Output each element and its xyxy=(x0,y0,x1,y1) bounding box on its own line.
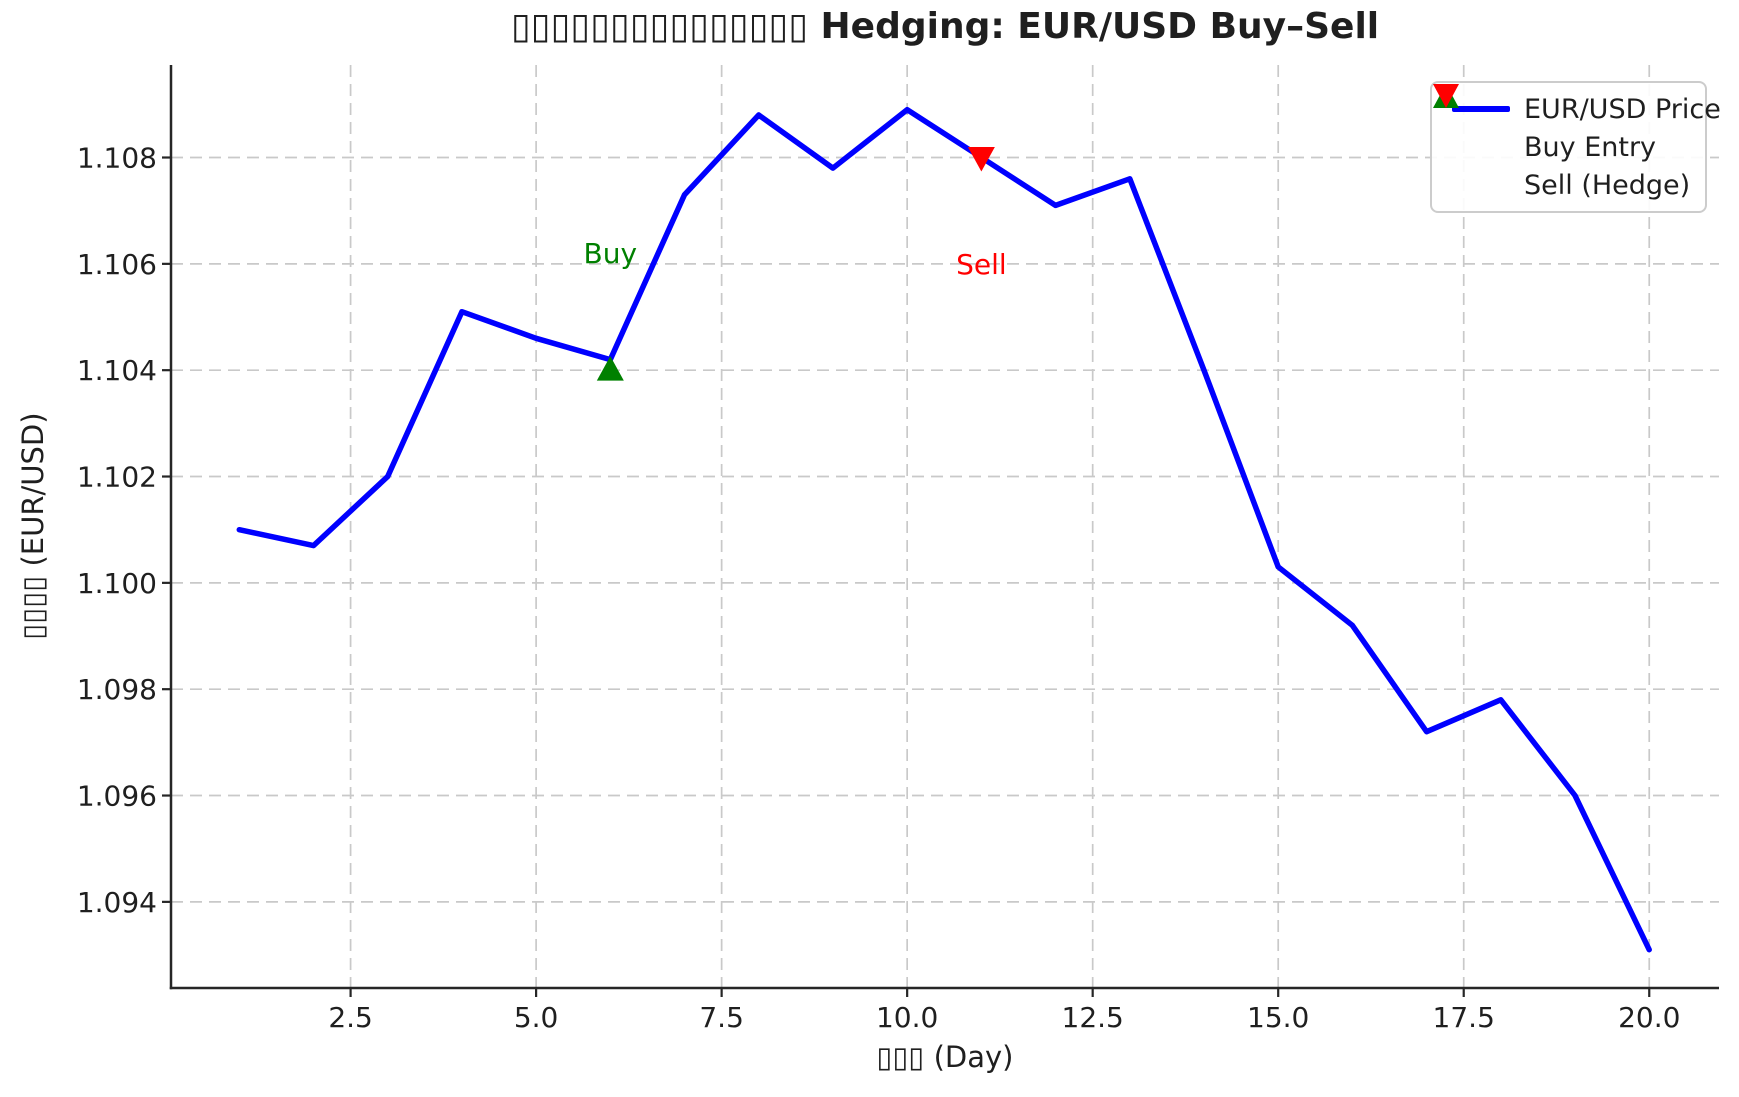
price-line-swatch xyxy=(1448,106,1514,112)
y-tick-label: 1.096 xyxy=(77,780,157,813)
legend-item-price: EUR/USD Price xyxy=(1448,91,1721,127)
chart-title: ▯▯▯▯▯▯▯▯▯▯▯▯▯▯▯ Hedging: EUR/USD Buy–Sel… xyxy=(510,6,1380,47)
legend-label-price: EUR/USD Price xyxy=(1524,93,1721,125)
legend-label-sell: Sell (Hedge) xyxy=(1524,169,1691,201)
x-tick-label: 17.5 xyxy=(1433,1001,1495,1034)
legend-item-sell: Sell (Hedge) xyxy=(1433,84,1691,203)
x-tick-label: 7.5 xyxy=(699,1001,744,1034)
x-tick-label: 15.0 xyxy=(1247,1001,1309,1034)
y-tick-label: 1.100 xyxy=(77,567,157,600)
sell-marker xyxy=(967,147,995,172)
y-tick-label: 1.108 xyxy=(77,142,157,175)
legend: EUR/USD Price Buy Entry Sell (Hedge) xyxy=(1430,81,1721,213)
buy-marker xyxy=(596,356,624,381)
x-tick-label: 10.0 xyxy=(876,1001,938,1034)
x-tick-label: 20.0 xyxy=(1618,1001,1680,1034)
x-axis-label: ▯▯▯ (Day) xyxy=(876,1040,1014,1074)
legend-item-buy: Buy Entry xyxy=(1433,84,1691,165)
price-line xyxy=(236,106,1652,953)
sell-annotation: Sell xyxy=(956,248,1007,281)
y-axis-label: ▯▯▯▯ (EUR/USD) xyxy=(16,412,50,640)
y-tick-label: 1.102 xyxy=(77,461,157,494)
y-tick-label: 1.098 xyxy=(77,673,157,706)
y-tick-label: 1.104 xyxy=(77,354,157,387)
x-tick-label: 12.5 xyxy=(1062,1001,1124,1034)
y-tick-label: 1.106 xyxy=(77,248,157,281)
buy-annotation: Buy xyxy=(584,237,638,270)
x-tick-label: 5.0 xyxy=(514,1001,559,1034)
legend-label-buy: Buy Entry xyxy=(1524,131,1657,163)
x-tick-label: 2.5 xyxy=(328,1001,373,1034)
y-tick-label: 1.094 xyxy=(77,886,157,919)
